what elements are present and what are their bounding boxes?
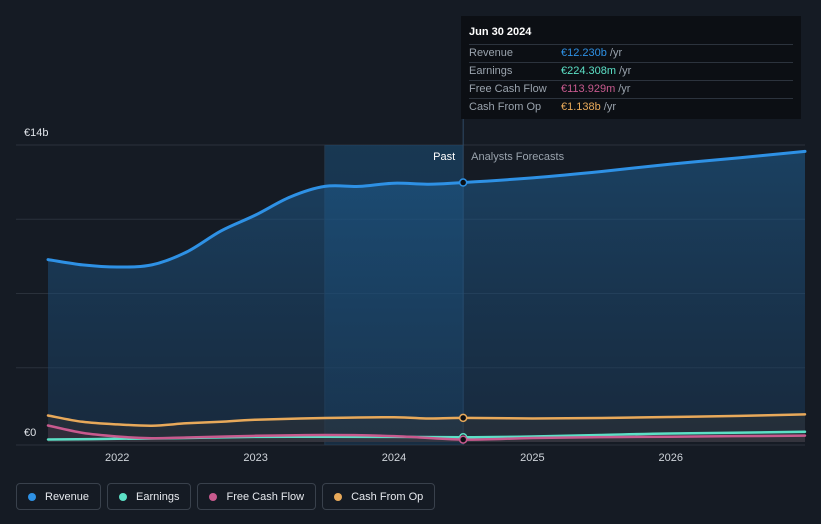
legend-item-free-cash-flow[interactable]: Free Cash Flow [197, 483, 317, 510]
legend-label: Cash From Op [351, 490, 424, 503]
cash-from-op-marker [458, 413, 468, 423]
legend-dot-icon [209, 492, 218, 501]
tooltip-row-unit: /yr [619, 65, 632, 77]
chart-legend: Revenue Earnings Free Cash Flow Cash From O… [16, 483, 436, 510]
x-tick-label: 2025 [520, 452, 544, 464]
tooltip-row: Free Cash Flow €113.929m/yr [469, 80, 793, 98]
free-cash-flow-marker [458, 435, 468, 444]
revenue-line [46, 149, 807, 269]
x-tick-label: 2023 [243, 452, 267, 464]
tooltip-row-value: €1.138b [561, 101, 601, 113]
y-axis-min-label: €0 [24, 427, 36, 439]
cash-from-op-line [46, 413, 807, 427]
legend-item-earnings[interactable]: Earnings [107, 483, 192, 510]
free-cash-flow-line [46, 424, 807, 441]
x-tick-label: 2026 [659, 452, 683, 464]
axis-labels: €14b €0 2022 2023 2024 2025 2026 Past Analysts F… [24, 127, 683, 464]
tooltip-row-value: €12.230b [561, 47, 607, 59]
legend-label: Free Cash Flow [226, 490, 305, 503]
tooltip-row-unit: /yr [603, 101, 616, 113]
legend-dot-icon [28, 492, 36, 501]
x-tick-label: 2024 [382, 452, 406, 464]
legend-label: Earnings [136, 490, 180, 503]
forecast-label: Analysts Forecasts [471, 151, 564, 163]
past-label: Past [433, 151, 455, 163]
legend-dot-icon [119, 492, 128, 501]
tooltip-date: Jun 30 2024 [469, 26, 532, 38]
hover-markers [458, 178, 468, 444]
legend-item-revenue[interactable]: Revenue [16, 483, 102, 510]
tooltip-row-unit: /yr [609, 47, 623, 59]
tooltip-row-label: Cash From Op [469, 101, 542, 113]
tooltip-row-label: Free Cash Flow [469, 83, 547, 95]
revenue-marker [458, 178, 468, 187]
tooltip-row: Earnings €224.308m/yr [469, 62, 793, 80]
tooltip-row: Revenue €12.230b/yr [469, 44, 793, 62]
tooltip-row-value: €224.308m [561, 65, 617, 77]
tooltip-rows: Revenue €12.230b/yr Earnings €224.308m/yr Fr… [469, 44, 793, 116]
legend-dot-icon [334, 492, 343, 501]
hover-tooltip: Jun 30 2024 Revenue €12.230b/yr Earnings €2… [461, 16, 801, 119]
y-axis-max-label: €14b [24, 127, 48, 139]
tooltip-row-label: Earnings [469, 65, 513, 77]
revenue-area [48, 151, 805, 442]
series-areas [48, 151, 805, 442]
series-lines [46, 149, 807, 441]
x-tick-label: 2022 [105, 452, 129, 464]
tooltip-row-value: €113.929m [561, 83, 616, 95]
earnings-area [48, 431, 805, 442]
tooltip-row: Cash From Op €1.138b/yr [469, 98, 793, 116]
tooltip-row-label: Revenue [469, 47, 514, 59]
legend-item-cash-from-op[interactable]: Cash From Op [322, 483, 436, 510]
tooltip-row-unit: /yr [618, 83, 631, 95]
legend-label: Revenue [45, 490, 90, 503]
